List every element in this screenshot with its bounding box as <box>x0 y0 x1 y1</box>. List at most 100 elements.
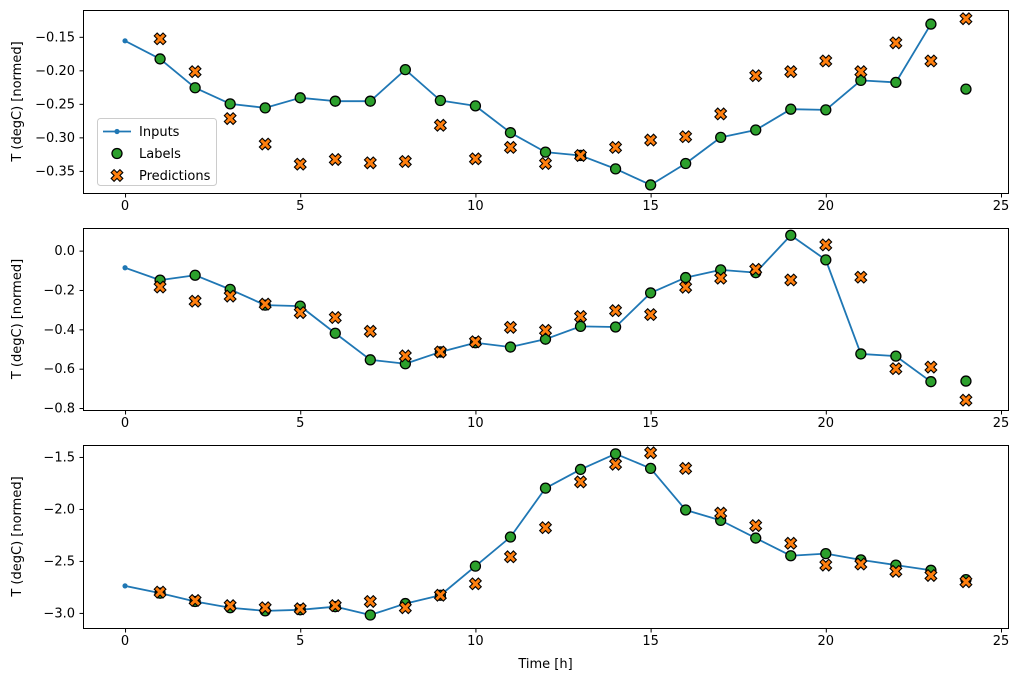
inputs-line <box>124 23 932 186</box>
x-tick-label: 5 <box>296 634 304 649</box>
labels-point <box>925 376 937 388</box>
predictions-point <box>644 133 658 147</box>
predictions-point <box>819 54 833 68</box>
labels-point <box>224 98 236 110</box>
x-tick-label: 10 <box>467 199 484 214</box>
inputs-line <box>124 234 932 383</box>
y-tick-label: −0.30 <box>35 131 75 146</box>
axes-frame <box>83 445 1009 629</box>
labels-point <box>890 76 902 89</box>
predictions-point <box>188 65 202 79</box>
labels-point <box>680 271 692 284</box>
inputs-point <box>122 583 128 589</box>
predictions-point <box>258 297 272 311</box>
labels-point <box>960 83 972 95</box>
labels-point <box>364 609 376 621</box>
predictions-point <box>749 262 763 276</box>
labels-point <box>539 482 552 494</box>
predictions-point <box>258 601 272 615</box>
predictions-point <box>819 558 833 572</box>
predictions-point <box>468 335 483 349</box>
labels-point <box>574 320 587 333</box>
predictions-point <box>644 446 658 460</box>
x-tick-label: 15 <box>642 416 659 431</box>
y-tick-label: −3.0 <box>43 606 75 621</box>
labels-point <box>609 163 622 175</box>
labels-point <box>680 504 692 516</box>
predictions-point <box>608 304 623 318</box>
y-tick-label: −0.20 <box>35 64 75 79</box>
predictions-point <box>328 152 342 167</box>
predictions-point <box>538 521 553 535</box>
predictions-point <box>959 575 973 589</box>
labels-point <box>364 354 376 366</box>
predictions-point <box>188 294 202 308</box>
predictions-point <box>363 324 377 338</box>
labels-point <box>469 560 482 572</box>
labels-point <box>750 532 762 544</box>
labels-point <box>644 179 657 191</box>
axes-frame <box>83 10 1009 194</box>
y-tick-label: −0.15 <box>35 30 75 45</box>
predictions-point <box>223 111 237 126</box>
predictions-point <box>573 148 588 163</box>
predictions-point <box>608 457 623 471</box>
predictions-point <box>293 157 307 171</box>
predictions-point <box>679 280 693 294</box>
legend-entry-label: Inputs <box>139 125 180 140</box>
predictions-point <box>223 599 237 613</box>
labels-point <box>294 92 306 104</box>
labels-point <box>855 348 867 360</box>
predictions-point <box>433 345 447 359</box>
y-tick-label: −0.8 <box>43 402 75 417</box>
legend-entry-labels: Labels <box>111 147 181 162</box>
y-axis-label: T (degC) [normed] <box>10 41 25 162</box>
predictions-point <box>784 273 798 287</box>
x-tick-label: 0 <box>121 634 129 649</box>
predictions-point <box>714 506 728 520</box>
predictions-point <box>433 588 447 602</box>
legend-line-dot-icon <box>114 128 120 135</box>
x-tick-label: 5 <box>296 416 304 431</box>
labels-point <box>644 462 657 475</box>
predictions-point <box>363 156 377 170</box>
x-tick-label: 25 <box>993 634 1010 649</box>
predictions-point <box>468 577 483 591</box>
y-tick-label: −2.5 <box>43 554 75 569</box>
labels-point <box>539 333 552 345</box>
labels-point <box>504 341 517 353</box>
predictions-point <box>644 307 658 322</box>
predictions-point <box>889 564 903 578</box>
x-axis-label: Time [h] <box>517 657 572 672</box>
labels-point <box>820 104 832 116</box>
predictions-point <box>889 362 903 376</box>
predictions-point <box>328 599 342 613</box>
predictions-point <box>503 550 518 564</box>
predictions-point <box>679 461 693 476</box>
y-tick-label: −0.2 <box>43 283 75 298</box>
legend-box <box>97 118 217 186</box>
predictions-point <box>293 602 307 616</box>
predictions-point <box>398 601 412 615</box>
predictions-point <box>679 130 693 144</box>
legend-x-icon <box>110 168 124 183</box>
legend-entry-predictions: Predictions <box>110 168 211 184</box>
labels-point <box>750 124 762 136</box>
labels-point <box>504 531 517 543</box>
labels-point <box>820 548 832 560</box>
x-tick-label: 10 <box>467 416 484 431</box>
predictions-point <box>538 156 553 171</box>
legend-entry-inputs: Inputs <box>103 125 180 140</box>
labels-point <box>259 102 271 114</box>
predictions-point <box>924 360 938 374</box>
x-tick-label: 20 <box>818 416 835 431</box>
predictions-point <box>959 393 973 407</box>
predictions-point <box>854 65 868 79</box>
y-axis-label: T (degC) [normed] <box>10 476 25 597</box>
predictions-point <box>959 12 973 26</box>
subplot-2: 0 5 10 15 20 25 0.0 −0.2 −0.4 −0.6 −0.8 T (degC) [n… <box>10 228 1009 431</box>
predictions-point <box>714 271 728 285</box>
predictions-point <box>153 280 167 294</box>
y-tick-label: −2.0 <box>43 502 75 517</box>
